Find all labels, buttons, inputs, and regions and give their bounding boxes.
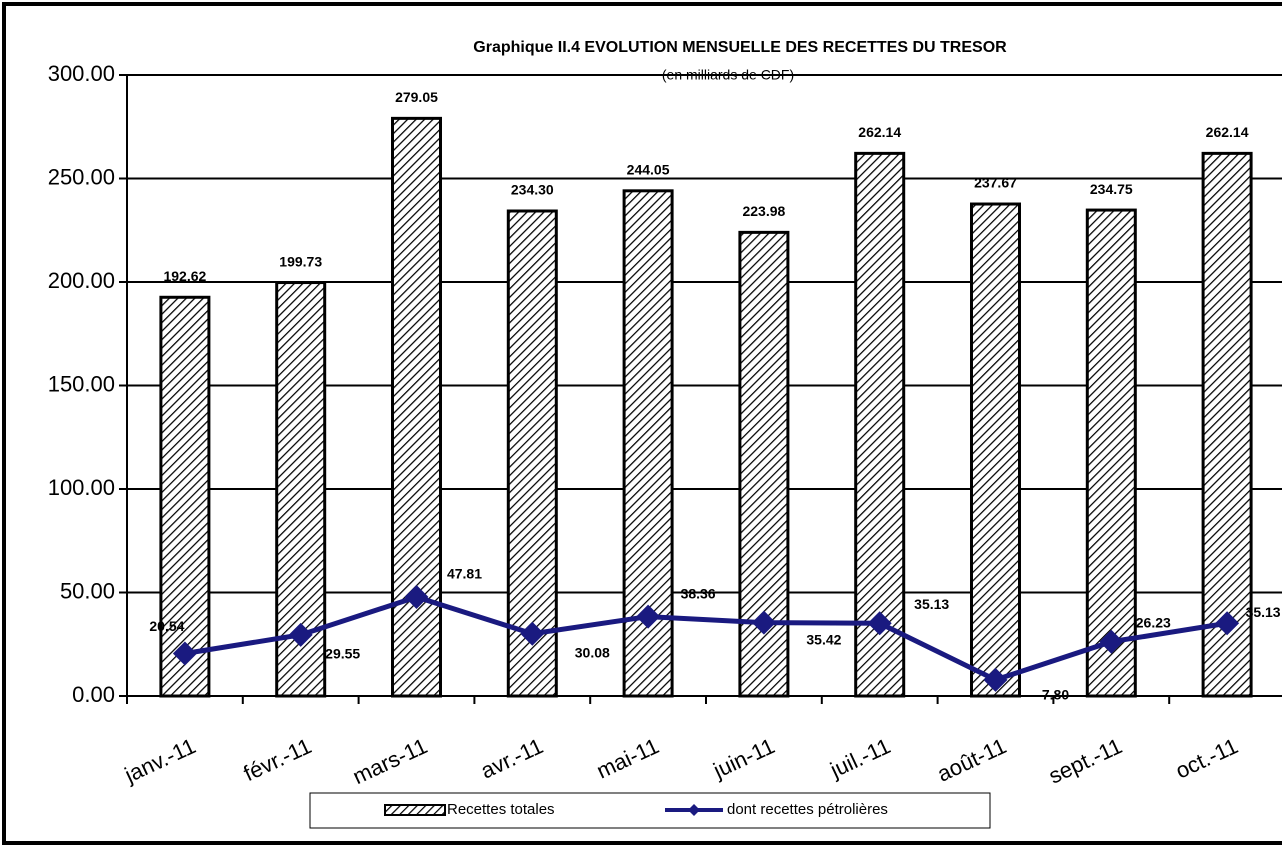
legend-swatch [384, 804, 446, 816]
data-label: 26.23 [1136, 614, 1171, 630]
data-label: 47.81 [447, 566, 482, 582]
y-tick-label: 50.00 [60, 578, 115, 603]
bar [506, 209, 558, 698]
data-label: 38.36 [681, 585, 716, 601]
line-marker [751, 610, 776, 635]
data-label: 7.80 [1042, 687, 1069, 703]
line-marker [1099, 629, 1124, 654]
x-tick-label: mars-11 [349, 733, 431, 789]
bar [970, 202, 1021, 698]
line-marker [404, 585, 429, 610]
data-label: 279.05 [395, 89, 438, 105]
y-tick-label: 200.00 [48, 268, 115, 293]
data-label: 35.42 [806, 631, 841, 647]
legend-label: Recettes totales [447, 801, 555, 818]
bar [854, 151, 906, 698]
y-tick-label: 0.00 [72, 682, 115, 707]
chart-title: Graphique II.4 EVOLUTION MENSUELLE DES R… [473, 39, 1007, 56]
line-marker [288, 622, 313, 647]
data-label: 262.14 [858, 124, 901, 140]
x-tick-label: oct.-11 [1172, 733, 1242, 783]
bar [159, 295, 211, 698]
line-marker [983, 667, 1008, 692]
line [184, 594, 1228, 683]
data-label: 29.55 [325, 646, 360, 662]
x-tick-label: sept.-11 [1045, 733, 1126, 789]
data-label: 223.98 [742, 203, 785, 219]
y-tick-label: 250.00 [48, 164, 115, 189]
bar [391, 116, 442, 698]
legend-label: dont recettes pétrolières [727, 801, 888, 818]
data-label: 234.75 [1090, 181, 1133, 197]
line-marker [1215, 611, 1240, 636]
x-tick-label: févr.-11 [240, 733, 316, 786]
y-tick-label: 150.00 [48, 371, 115, 396]
data-label: 199.73 [279, 253, 322, 269]
x-tick-label: janv.-11 [120, 733, 199, 788]
data-label: 244.05 [627, 162, 670, 178]
line-marker [172, 641, 197, 666]
x-tick-label: août-11 [933, 733, 1010, 787]
line-marker [636, 604, 661, 629]
y-tick-label: 300.00 [48, 61, 115, 86]
line-marker [867, 611, 892, 636]
data-label: 20.54 [149, 618, 184, 634]
x-tick-label: juil.-11 [826, 733, 895, 783]
data-label: 237.67 [974, 175, 1017, 191]
data-label: 192.62 [163, 268, 206, 284]
data-label: 234.30 [511, 182, 554, 198]
line-marker [520, 621, 545, 646]
data-label: 35.13 [914, 596, 949, 612]
bar [1201, 151, 1253, 698]
data-label: 35.13 [1246, 604, 1281, 620]
bar [1085, 208, 1137, 698]
x-tick-label: avr.-11 [477, 733, 547, 783]
legend-swatch [688, 804, 700, 816]
y-tick-label: 100.00 [48, 475, 115, 500]
x-tick-label: juin-11 [709, 733, 779, 783]
data-label: 30.08 [575, 644, 610, 660]
data-label: 262.14 [1206, 124, 1249, 140]
x-tick-label: mai-11 [593, 733, 663, 783]
